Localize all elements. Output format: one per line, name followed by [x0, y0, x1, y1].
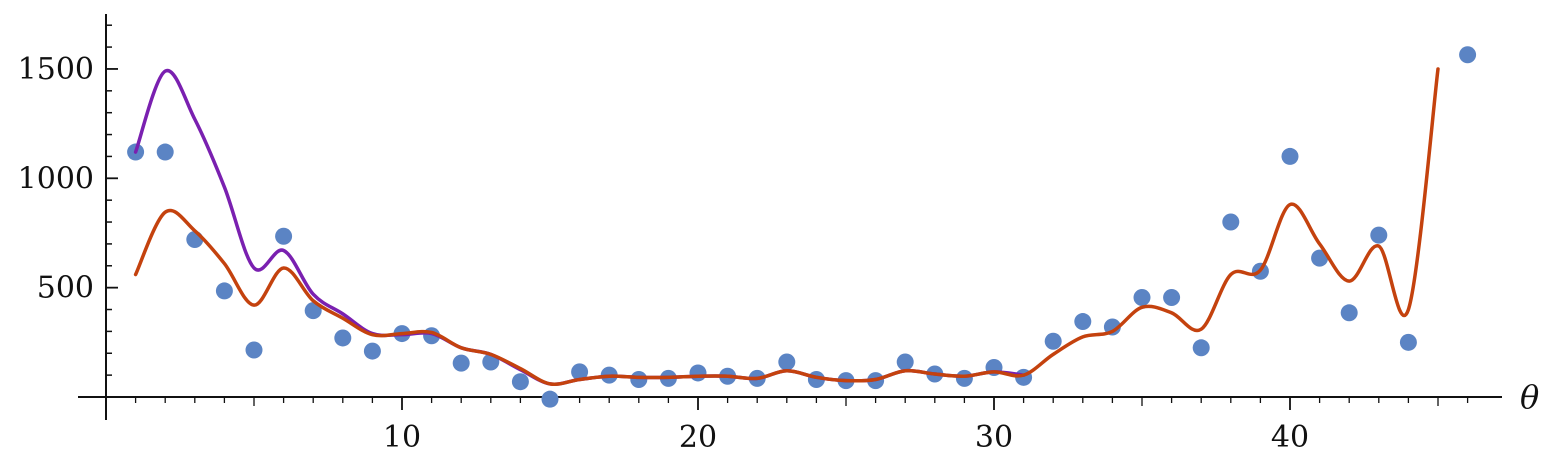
- series-line-orange: [133, 67, 1440, 387]
- data-point: [452, 354, 470, 372]
- data-point: [334, 329, 352, 347]
- y-tick-label: 1500: [18, 52, 94, 87]
- data-point: [1340, 304, 1358, 322]
- x-tick-label: 30: [975, 420, 1013, 455]
- y-tick-label: 500: [37, 271, 94, 306]
- data-point: [245, 341, 263, 359]
- data-point: [363, 342, 381, 360]
- x-axis-label: θ: [1520, 378, 1539, 416]
- data-point: [571, 363, 589, 381]
- data-point: [1222, 213, 1240, 231]
- x-major-ticks: [401, 397, 1291, 410]
- series-line-purple: [133, 68, 1026, 386]
- data-point: [304, 302, 322, 320]
- data-point: [156, 143, 174, 161]
- x-tick-label: 10: [383, 420, 421, 455]
- data-point: [1370, 226, 1388, 244]
- data-point: [1459, 46, 1477, 64]
- x-tick-labels: 10 20 30 40: [383, 420, 1309, 455]
- y-minor-ticks: [106, 24, 112, 376]
- y-major-ticks: [106, 68, 118, 289]
- data-point: [1192, 339, 1210, 357]
- axes: [78, 14, 1502, 420]
- x-minor-ticks: [134, 397, 1469, 406]
- data-point: [689, 364, 707, 382]
- data-point: [275, 227, 293, 245]
- data-point: [1163, 288, 1181, 306]
- y-tick-label: 1000: [18, 161, 94, 196]
- data-point: [1074, 313, 1092, 331]
- data-point: [1133, 288, 1151, 306]
- data-point: [511, 373, 529, 391]
- y-tick-labels: 500 1000 1500: [18, 52, 94, 306]
- data-point: [630, 371, 648, 389]
- data-point: [1399, 333, 1417, 351]
- series-lines: [133, 67, 1440, 387]
- data-point: [778, 353, 796, 371]
- data-point: [1311, 249, 1329, 267]
- data-point: [541, 390, 559, 408]
- data-point: [1281, 147, 1299, 165]
- data-points: [127, 46, 1477, 408]
- data-point: [186, 231, 204, 249]
- data-point: [1044, 332, 1062, 350]
- data-point: [215, 282, 233, 300]
- data-point: [896, 353, 914, 371]
- data-point: [955, 369, 973, 387]
- x-tick-label: 20: [679, 420, 717, 455]
- x-tick-label: 40: [1271, 420, 1309, 455]
